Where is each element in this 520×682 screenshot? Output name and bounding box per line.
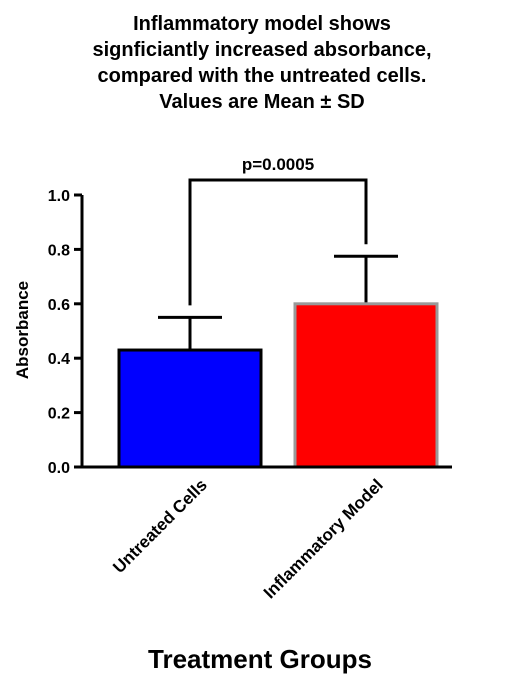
- chart-title: Inflammatory model shows: [133, 13, 391, 35]
- bar: [293, 302, 439, 469]
- x-tick-label: Inflammatory Model: [260, 475, 387, 602]
- y-tick-label: 1.0: [48, 188, 70, 205]
- y-tick-label: 0.6: [48, 297, 70, 314]
- x-tick-label: Untreated Cells: [109, 475, 211, 577]
- bar: [117, 348, 263, 469]
- x-axis-label: Treatment Groups: [148, 644, 372, 674]
- y-tick-label: 0.2: [48, 406, 70, 423]
- chart-title: signficiantly increased absorbance,: [92, 39, 431, 61]
- chart-title: compared with the untreated cells.: [98, 65, 427, 87]
- significance-bracket: [188, 178, 368, 306]
- significance-label: p=0.0005: [242, 155, 314, 174]
- y-tick-label: 0.0: [48, 460, 70, 477]
- y-tick-label: 0.8: [48, 242, 70, 259]
- y-tick-label: 0.4: [48, 351, 70, 368]
- y-axis-label: Absorbance: [13, 281, 32, 379]
- chart-title: Values are Mean ± SD: [159, 91, 365, 113]
